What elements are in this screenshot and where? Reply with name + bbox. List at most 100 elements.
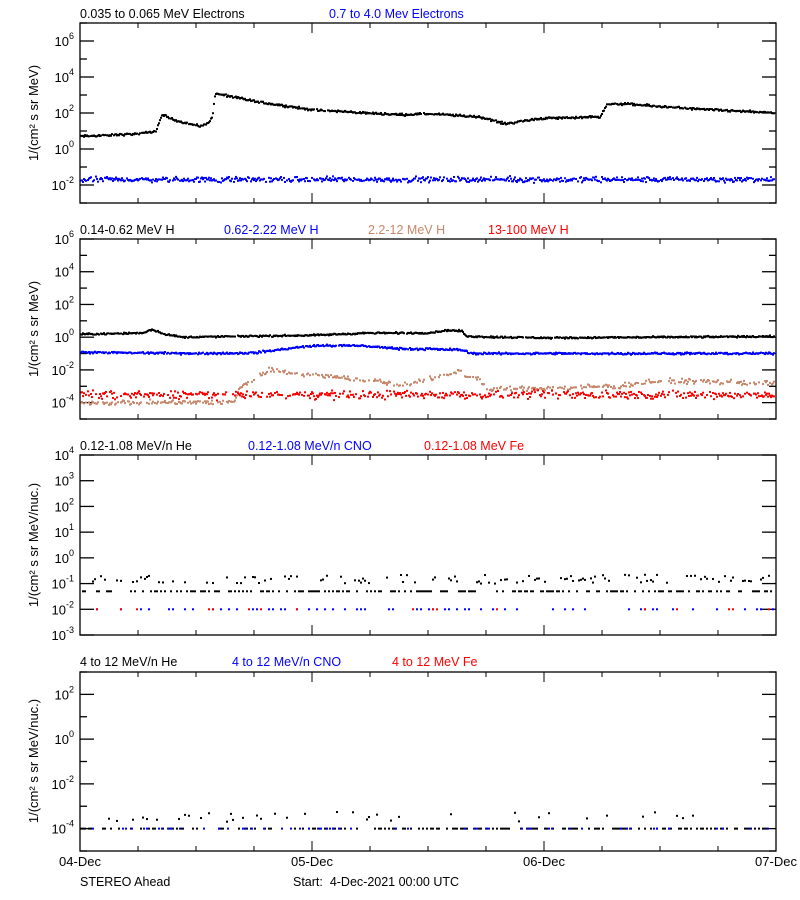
data-point	[754, 179, 756, 182]
data-point	[739, 179, 741, 182]
data-point	[631, 102, 633, 105]
data-point	[700, 578, 702, 581]
y-tick-label: 10-1	[52, 574, 74, 592]
data-point	[157, 124, 159, 127]
data-point	[384, 398, 386, 401]
data-point	[136, 580, 138, 583]
data-point	[324, 376, 326, 379]
data-point	[737, 392, 739, 395]
data-point	[501, 335, 503, 338]
data-point	[501, 395, 503, 398]
y-tick-label: 104	[55, 67, 74, 85]
data-point	[115, 133, 117, 136]
data-point	[680, 590, 682, 593]
data-point	[92, 389, 94, 392]
data-point	[694, 380, 696, 383]
data-point	[574, 827, 576, 830]
data-point	[618, 827, 620, 830]
data-point	[270, 392, 272, 395]
data-point	[619, 390, 621, 393]
data-point	[448, 608, 450, 611]
data-point	[156, 402, 158, 405]
data-point	[589, 394, 591, 397]
data-point	[438, 112, 440, 115]
data-point	[384, 827, 386, 830]
data-point	[308, 608, 310, 611]
data-point	[378, 394, 380, 397]
data-point	[528, 574, 530, 577]
data-point	[173, 177, 175, 180]
data-point	[701, 394, 703, 397]
data-point	[190, 402, 192, 405]
data-point	[693, 382, 695, 385]
series-0-7-to-4-0-mev-electrons	[80, 175, 775, 184]
data-point	[652, 179, 654, 182]
y-tick-label: 10-4	[52, 393, 74, 411]
data-point	[110, 134, 112, 137]
data-point	[170, 401, 172, 404]
data-point	[158, 122, 160, 125]
data-point	[262, 371, 264, 374]
data-point	[259, 179, 261, 182]
data-point	[683, 353, 685, 356]
data-point	[373, 380, 375, 383]
data-point	[207, 400, 209, 403]
data-point	[424, 349, 426, 352]
data-point	[638, 827, 640, 830]
data-point	[686, 827, 688, 830]
data-point	[286, 590, 288, 593]
data-point	[324, 178, 326, 181]
data-point	[202, 590, 204, 593]
data-point	[235, 175, 237, 178]
data-point	[204, 393, 206, 396]
data-point	[720, 394, 722, 397]
data-point	[356, 112, 358, 115]
data-point	[581, 827, 583, 830]
data-point	[112, 396, 114, 399]
data-point	[166, 177, 168, 180]
data-point	[436, 608, 438, 611]
data-point	[629, 177, 631, 180]
data-point	[587, 353, 589, 356]
data-point	[729, 179, 731, 182]
data-point	[208, 176, 210, 179]
legend-h-3: 2.2-12 MeV H	[368, 223, 445, 237]
data-point	[448, 349, 450, 352]
data-point	[570, 336, 572, 339]
data-point	[562, 827, 564, 830]
data-point	[343, 375, 345, 378]
data-point	[452, 179, 454, 182]
data-point	[242, 816, 244, 819]
data-point	[607, 177, 609, 180]
data-point	[294, 590, 296, 593]
data-point	[764, 827, 766, 830]
data-point	[110, 403, 112, 406]
data-point	[454, 115, 456, 118]
data-point	[770, 176, 772, 179]
data-point	[713, 177, 715, 180]
data-point	[618, 392, 620, 395]
data-point	[509, 385, 511, 388]
data-point	[336, 811, 338, 814]
data-point	[580, 384, 582, 387]
data-point	[317, 396, 319, 399]
data-point	[476, 827, 478, 830]
data-point	[564, 578, 566, 581]
data-point	[123, 134, 125, 137]
data-point	[681, 177, 683, 180]
data-point	[140, 394, 142, 397]
data-point	[121, 177, 123, 180]
legend-cno-low: 0.12-1.08 MeV/n CNO	[248, 439, 372, 453]
data-point	[446, 177, 448, 180]
data-point	[106, 590, 108, 593]
data-point	[406, 389, 408, 392]
data-point	[97, 180, 99, 183]
data-point	[228, 352, 230, 355]
data-point	[348, 176, 350, 179]
data-point	[453, 175, 455, 178]
data-point	[745, 336, 747, 339]
data-point	[236, 351, 238, 354]
data-point	[265, 372, 267, 375]
data-point	[741, 110, 743, 113]
